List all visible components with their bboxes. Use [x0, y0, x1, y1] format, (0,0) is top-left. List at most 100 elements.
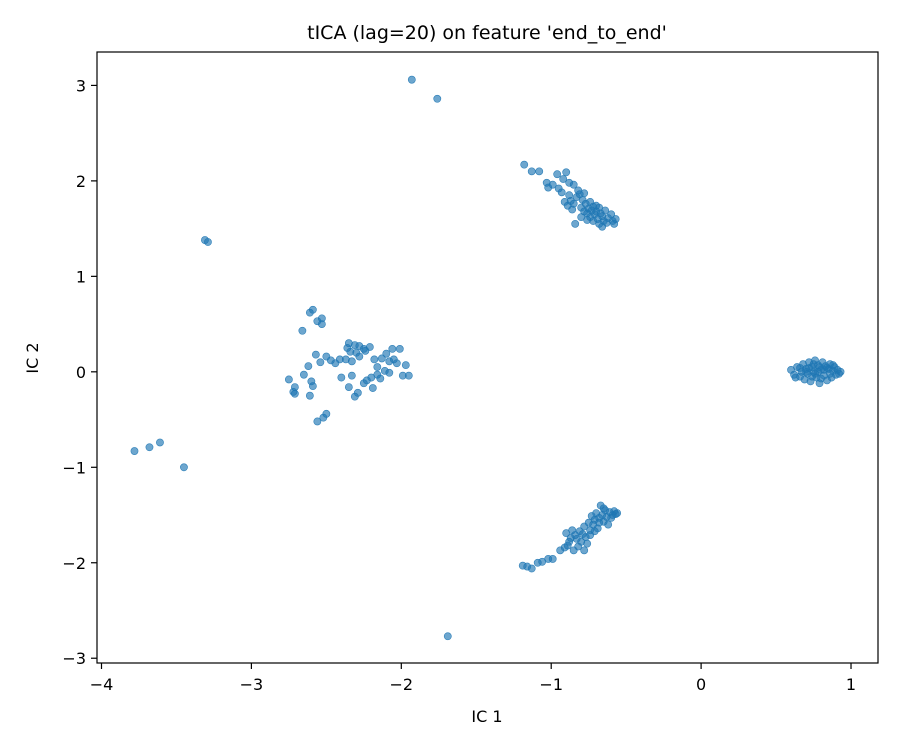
y-tick-label: −2	[62, 554, 86, 573]
scatter-point	[180, 463, 188, 472]
y-tick-label: −1	[62, 458, 86, 477]
scatter-point	[559, 175, 568, 183]
scatter-point	[796, 364, 804, 372]
scatter-point	[835, 369, 843, 378]
scatter-point	[562, 168, 571, 177]
scatter-point	[811, 369, 819, 378]
scatter-point	[613, 509, 622, 518]
scatter-point	[145, 443, 154, 452]
scatter-point	[817, 374, 825, 383]
scatter-point	[344, 383, 353, 391]
x-tick-label: 1	[846, 675, 856, 694]
y-tick-label: 3	[76, 76, 86, 95]
scatter-point	[388, 345, 397, 353]
scatter-point	[204, 238, 212, 246]
x-tick-label: 0	[696, 675, 706, 694]
plot-frame	[96, 51, 879, 664]
scatter-point	[563, 541, 572, 550]
scatter-point	[337, 373, 346, 382]
scatter-point	[377, 354, 386, 363]
scatter-point	[433, 94, 442, 103]
x-tick-label: −1	[539, 675, 563, 694]
scatter-point	[156, 438, 164, 447]
scatter-point	[382, 349, 391, 358]
points-layer	[130, 75, 845, 641]
scatter-point	[392, 359, 401, 368]
scatter-point	[553, 170, 562, 179]
scatter-point	[130, 447, 139, 455]
scatter-point	[308, 382, 317, 391]
scatter-point	[590, 527, 599, 536]
scatter-point	[568, 205, 577, 214]
scatter-point	[313, 417, 322, 426]
scatter-point	[527, 564, 536, 573]
scatter-point	[527, 167, 536, 176]
scatter-point	[362, 376, 371, 385]
y-tick-label: 2	[76, 172, 86, 191]
scatter-point	[370, 355, 379, 364]
scatter-point	[571, 219, 580, 228]
scatter-point	[443, 632, 452, 641]
x-axis-label: IC 1	[471, 707, 502, 726]
scatter-point	[347, 357, 356, 366]
scatter-point	[583, 216, 592, 224]
scatter-point	[347, 371, 356, 380]
scatter-point	[305, 308, 314, 317]
scatter-point	[569, 180, 578, 189]
scatter-point	[557, 188, 566, 197]
y-tick-label: −3	[62, 649, 86, 668]
scatter-point	[368, 384, 377, 392]
scatter-point	[599, 504, 608, 513]
scatter-point	[548, 180, 557, 189]
scatter-point	[535, 167, 544, 176]
scatter-point	[299, 370, 308, 379]
scatter-point	[322, 409, 331, 418]
scatter-point	[595, 203, 604, 212]
scatter-point	[350, 392, 359, 401]
scatter-point	[595, 518, 604, 527]
scatter-point	[335, 355, 344, 364]
chart-title: tICA (lag=20) on feature 'end_to_end'	[307, 22, 667, 44]
scatter-point	[385, 368, 394, 377]
scatter-point	[316, 358, 325, 367]
y-tick-label: 0	[76, 363, 86, 382]
scatter-point	[317, 320, 326, 328]
scatter-point	[611, 215, 620, 223]
x-tick-label: −3	[240, 675, 264, 694]
scatter-point	[815, 363, 824, 371]
scatter-point	[580, 546, 589, 555]
scatter-point	[298, 326, 307, 335]
scatter-point	[826, 369, 834, 378]
scatter-point	[376, 374, 385, 383]
scatter-point	[284, 375, 293, 384]
scatter-point	[365, 343, 374, 351]
scatter-point	[404, 371, 413, 380]
scatter-point	[562, 529, 571, 538]
scatter-point	[569, 546, 578, 555]
scatter-point	[373, 363, 382, 371]
x-tick-label: −2	[390, 675, 414, 694]
scatter-point	[290, 389, 299, 398]
x-tick-label: −4	[90, 675, 114, 694]
scatter-point	[355, 352, 364, 361]
scatter-point	[829, 361, 837, 370]
scatter-point	[791, 373, 800, 382]
scatter-point	[401, 361, 410, 370]
scatter-point	[583, 539, 592, 548]
scatter-point	[565, 191, 574, 200]
scatter-point	[520, 160, 529, 169]
y-axis-label: IC 2	[23, 342, 42, 373]
scatter-point	[604, 520, 613, 529]
scatter-point	[304, 362, 313, 370]
scatter-point	[566, 534, 575, 542]
scatter-point	[548, 555, 557, 563]
scatter-point	[311, 350, 320, 359]
scatter-point	[395, 345, 404, 353]
scatter-point	[407, 75, 416, 84]
scatter-point	[580, 189, 589, 198]
scatter-point	[305, 391, 314, 400]
scatter-point	[598, 222, 607, 231]
